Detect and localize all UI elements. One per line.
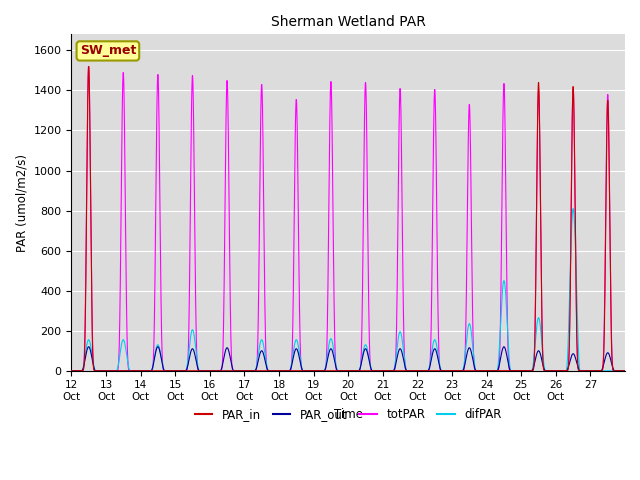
Y-axis label: PAR (umol/m2/s): PAR (umol/m2/s) [15, 154, 28, 252]
Title: Sherman Wetland PAR: Sherman Wetland PAR [271, 15, 426, 29]
Text: SW_met: SW_met [80, 45, 136, 58]
X-axis label: Time: Time [333, 408, 363, 420]
Legend: PAR_in, PAR_out, totPAR, difPAR: PAR_in, PAR_out, totPAR, difPAR [190, 403, 506, 425]
